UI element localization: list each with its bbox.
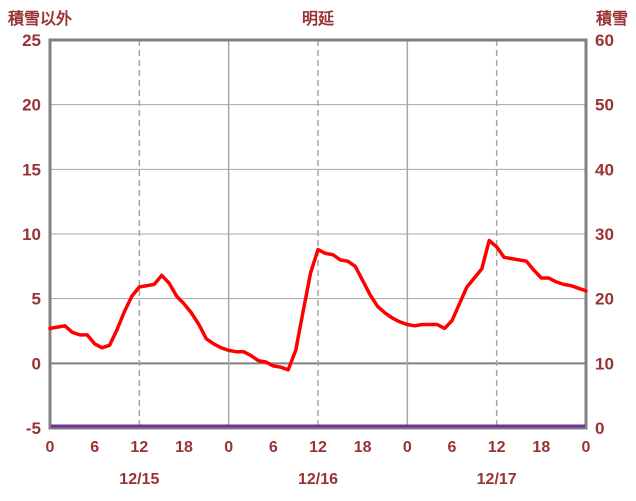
x-axis-tick-label: 12 bbox=[309, 439, 327, 456]
date-label: 12/15 bbox=[119, 471, 159, 488]
left-axis-tick-label: 20 bbox=[22, 96, 41, 115]
x-axis-tick-label: 0 bbox=[224, 439, 233, 456]
x-axis-tick-label: 12 bbox=[130, 439, 148, 456]
x-axis-tick-label: 18 bbox=[532, 439, 550, 456]
left-axis-tick-label: 15 bbox=[22, 160, 41, 179]
right-axis-tick-label: 30 bbox=[595, 225, 614, 244]
left-axis-tick-label: -5 bbox=[26, 419, 41, 438]
right-axis-tick-label: 40 bbox=[595, 160, 614, 179]
plot-frame bbox=[48, 38, 588, 430]
left-axis-title: 積雪以外 bbox=[8, 11, 73, 28]
x-axis-tick-label: 18 bbox=[354, 439, 372, 456]
chart-title: 明延 bbox=[301, 11, 334, 28]
x-axis-tick-label: 0 bbox=[403, 439, 412, 456]
right-axis-tick-label: 0 bbox=[595, 419, 604, 438]
right-axis-tick-label: 50 bbox=[595, 96, 614, 115]
x-axis-tick-label: 12 bbox=[488, 439, 506, 456]
x-axis-tick-label: 0 bbox=[582, 439, 591, 456]
right-axis-tick-label: 20 bbox=[595, 290, 614, 309]
right-axis-tick-label: 10 bbox=[595, 354, 614, 373]
x-axis-tick-label: 18 bbox=[175, 439, 193, 456]
left-axis-tick-label: 25 bbox=[22, 31, 41, 50]
date-label: 12/16 bbox=[298, 471, 338, 488]
date-label: 12/17 bbox=[477, 471, 517, 488]
right-axis-title: 積雪 bbox=[595, 11, 628, 28]
x-axis-tick-label: 6 bbox=[90, 439, 99, 456]
left-axis-tick-label: 5 bbox=[32, 290, 41, 309]
x-axis-tick-label: 6 bbox=[448, 439, 457, 456]
left-axis-tick-label: 10 bbox=[22, 225, 41, 244]
temperature-line bbox=[48, 238, 588, 372]
right-axis-tick-label: 60 bbox=[595, 31, 614, 50]
x-axis-tick-label: 0 bbox=[46, 439, 55, 456]
left-axis-tick-label: 0 bbox=[32, 354, 41, 373]
x-axis-tick-label: 6 bbox=[269, 439, 278, 456]
